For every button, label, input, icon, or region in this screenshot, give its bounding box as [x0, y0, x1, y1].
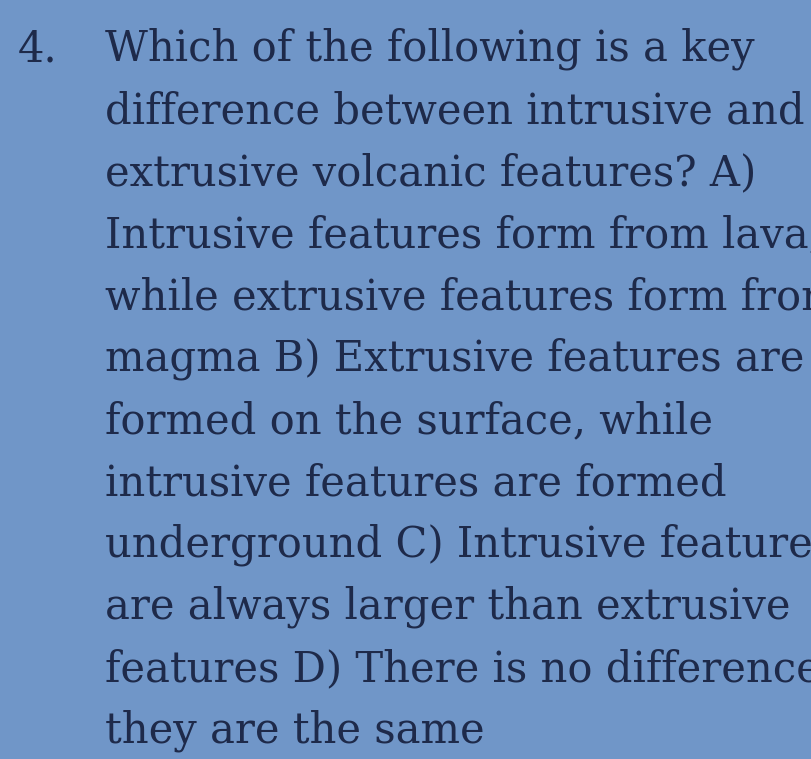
Text: extrusive volcanic features? A): extrusive volcanic features? A) [105, 152, 755, 194]
Text: formed on the surface, while: formed on the surface, while [105, 400, 712, 442]
Text: are always larger than extrusive: are always larger than extrusive [105, 586, 790, 628]
Text: while extrusive features form from: while extrusive features form from [105, 276, 811, 318]
Text: they are the same: they are the same [105, 710, 484, 752]
Text: 4.: 4. [18, 28, 58, 70]
Text: Intrusive features form from lava,: Intrusive features form from lava, [105, 214, 811, 256]
Text: magma B) Extrusive features are: magma B) Extrusive features are [105, 338, 804, 380]
Text: underground C) Intrusive features: underground C) Intrusive features [105, 524, 811, 566]
Text: difference between intrusive and: difference between intrusive and [105, 90, 804, 132]
Text: features D) There is no difference;: features D) There is no difference; [105, 648, 811, 690]
Text: Which of the following is a key: Which of the following is a key [105, 28, 753, 71]
Text: intrusive features are formed: intrusive features are formed [105, 462, 726, 504]
